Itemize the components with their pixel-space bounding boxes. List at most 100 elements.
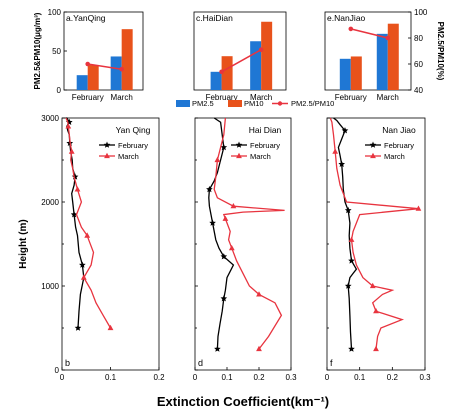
star-marker <box>348 257 355 264</box>
triangle-marker <box>373 308 379 314</box>
bar <box>376 33 388 90</box>
x-tick-label: March <box>250 93 272 102</box>
legend-label: February <box>118 141 148 150</box>
profile-line <box>65 117 85 329</box>
x-tick-label: 0.2 <box>153 373 165 382</box>
profile-line <box>65 117 112 329</box>
ratio-line <box>350 28 388 39</box>
bar <box>121 29 133 90</box>
triangle-marker <box>348 236 355 242</box>
bar <box>210 71 222 90</box>
star-marker <box>220 295 228 302</box>
legend-star <box>369 141 377 148</box>
station-label: Yan Qing <box>116 125 151 135</box>
legend-label: PM2.5 <box>192 99 214 108</box>
y-tick-label: 0 <box>55 366 60 375</box>
y-tick-label: 1000 <box>41 282 59 291</box>
triangle-marker <box>415 205 422 211</box>
panel-letter: f <box>330 358 333 368</box>
bar <box>87 65 99 90</box>
x-tick-label: 0.2 <box>387 373 399 382</box>
bar <box>110 56 122 90</box>
star-marker <box>214 345 221 352</box>
y-tick-label: 2000 <box>41 198 59 207</box>
triangle-marker <box>256 291 262 297</box>
legend-swatch <box>228 100 242 107</box>
profile-line <box>208 117 235 350</box>
station-label: Nan Jiao <box>382 125 416 135</box>
bar-panel-a: a.YanQing February March 0 50 100 PM2.5&PM10(μ… <box>33 8 144 102</box>
legend-triangle <box>236 152 242 159</box>
x-tick-label: February <box>206 93 238 102</box>
star-marker <box>220 143 228 151</box>
legend-label: March <box>250 152 271 161</box>
triangle-marker <box>369 282 376 289</box>
star-marker <box>338 160 345 167</box>
triangle-marker <box>230 203 237 209</box>
legend-label: February <box>384 141 414 150</box>
triangle-marker <box>65 123 72 129</box>
legend-star <box>235 141 243 148</box>
legend-label: March <box>118 152 139 161</box>
bar <box>261 21 273 90</box>
bar <box>387 23 399 91</box>
triangle-marker <box>214 156 221 163</box>
triangle-marker <box>68 148 75 154</box>
triangle-marker <box>228 245 235 251</box>
star-marker <box>79 261 86 268</box>
y-axis-label: Height (m) <box>18 219 29 268</box>
x-tick-label: March <box>111 93 133 102</box>
profile-panel-f: Nan Jiao February March f0 0.1 0.2 0.3 <box>325 117 431 382</box>
x-tick-label: 0.2 <box>253 373 265 382</box>
bar-panel-e: e.NanJiao February March 40 60 80 100 PM2.5/PM1… <box>324 8 445 102</box>
legend-label: PM2.5/PM10 <box>291 99 334 108</box>
x-tick-label: 0.1 <box>221 373 233 382</box>
x-tick-label: 0 <box>60 373 65 382</box>
ratio-point <box>385 35 391 41</box>
panel-title: e.NanJiao <box>327 13 366 23</box>
x-tick-label: February <box>72 93 104 102</box>
y-tick-label: 100 <box>48 8 62 17</box>
panel-title: a.YanQing <box>66 13 106 23</box>
triangle-marker <box>256 345 262 352</box>
panel-title: c.HaiDian <box>196 13 233 23</box>
legend-triangle <box>370 152 376 159</box>
star-marker <box>71 173 79 180</box>
y2-tick-label: 100 <box>414 8 428 17</box>
profile-line <box>329 117 419 350</box>
ratio-point <box>348 26 354 32</box>
x-tick-label: 0.3 <box>285 373 297 382</box>
panel-letter: d <box>198 358 203 368</box>
star-marker <box>65 118 73 125</box>
bar <box>350 56 362 90</box>
x-tick-label: February <box>335 93 367 102</box>
profile-line <box>333 117 358 350</box>
legend-label: February <box>250 141 280 150</box>
station-label: Hai Dian <box>249 125 282 135</box>
legend-swatch <box>176 100 190 107</box>
ratio-point <box>219 69 224 75</box>
star-marker <box>344 282 352 289</box>
star-marker <box>209 219 216 226</box>
triangle-marker <box>80 274 87 280</box>
ratio-point <box>258 47 264 52</box>
triangle-marker <box>373 345 379 352</box>
legend-star <box>103 141 111 148</box>
star-marker <box>70 211 78 218</box>
star-marker <box>341 127 349 134</box>
y-tick-label: 0 <box>57 86 62 95</box>
legend-marker <box>277 101 283 106</box>
triangle-marker <box>84 232 91 238</box>
legend-triangle <box>104 152 110 159</box>
y-tick-label: 50 <box>52 47 61 56</box>
star-marker <box>206 185 213 193</box>
bar <box>76 75 88 90</box>
y-axis-label: PM2.5&PM10(μg/m³) <box>33 12 42 89</box>
x-tick-label: 0.1 <box>354 373 366 382</box>
panel-frame <box>193 11 287 91</box>
y2-axis-label: PM2.5/PM10(%) <box>436 22 445 81</box>
x-tick-label: 0 <box>325 373 330 382</box>
bar <box>250 41 262 90</box>
legend-label: PM10 <box>244 99 264 108</box>
